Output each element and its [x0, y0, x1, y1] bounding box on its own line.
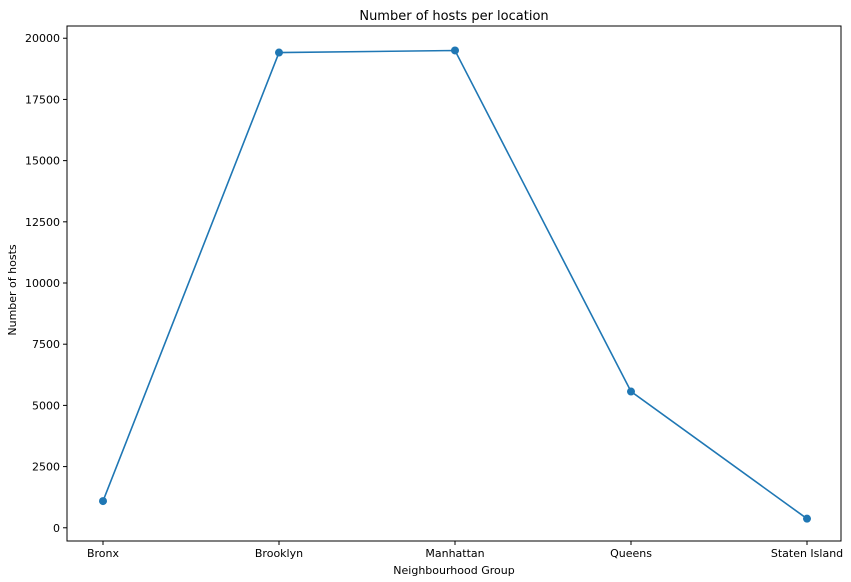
data-point-marker: [99, 497, 107, 506]
plot-area-frame: [66, 25, 842, 542]
y-tick-label: 5000: [32, 399, 60, 412]
y-tick-label: 20000: [25, 32, 60, 45]
y-tick-label: 7500: [32, 338, 60, 351]
data-point-marker: [627, 387, 635, 396]
data-point-marker: [803, 514, 811, 523]
y-axis: 0 2500 5000 7500 10000 12500 15000 17500 20000: [25, 32, 67, 535]
x-tick-label: Queens: [610, 547, 652, 560]
x-tick-label: Staten Island: [771, 547, 843, 560]
y-tick-label: 0: [53, 522, 60, 535]
x-tick-label: Manhattan: [425, 547, 484, 560]
x-axis-title: Neighbourhood Group: [393, 564, 514, 577]
data-point-marker: [451, 46, 459, 55]
series-line: [102, 49, 808, 520]
y-tick-label: 12500: [25, 216, 60, 229]
data-point-marker: [275, 48, 283, 57]
x-tick-label: Bronx: [87, 547, 120, 560]
y-tick-label: 17500: [25, 93, 60, 106]
y-tick-label: 10000: [25, 277, 60, 290]
y-tick-label: 15000: [25, 155, 60, 168]
x-axis: Bronx Brooklyn Manhattan Queens Staten Islan…: [87, 541, 843, 560]
x-tick-label: Brooklyn: [255, 547, 303, 560]
y-tick-label: 2500: [32, 461, 60, 474]
series-markers: [99, 46, 811, 523]
y-axis-title: Number of hosts: [6, 244, 19, 336]
chart-title: Number of hosts per location: [359, 9, 548, 24]
